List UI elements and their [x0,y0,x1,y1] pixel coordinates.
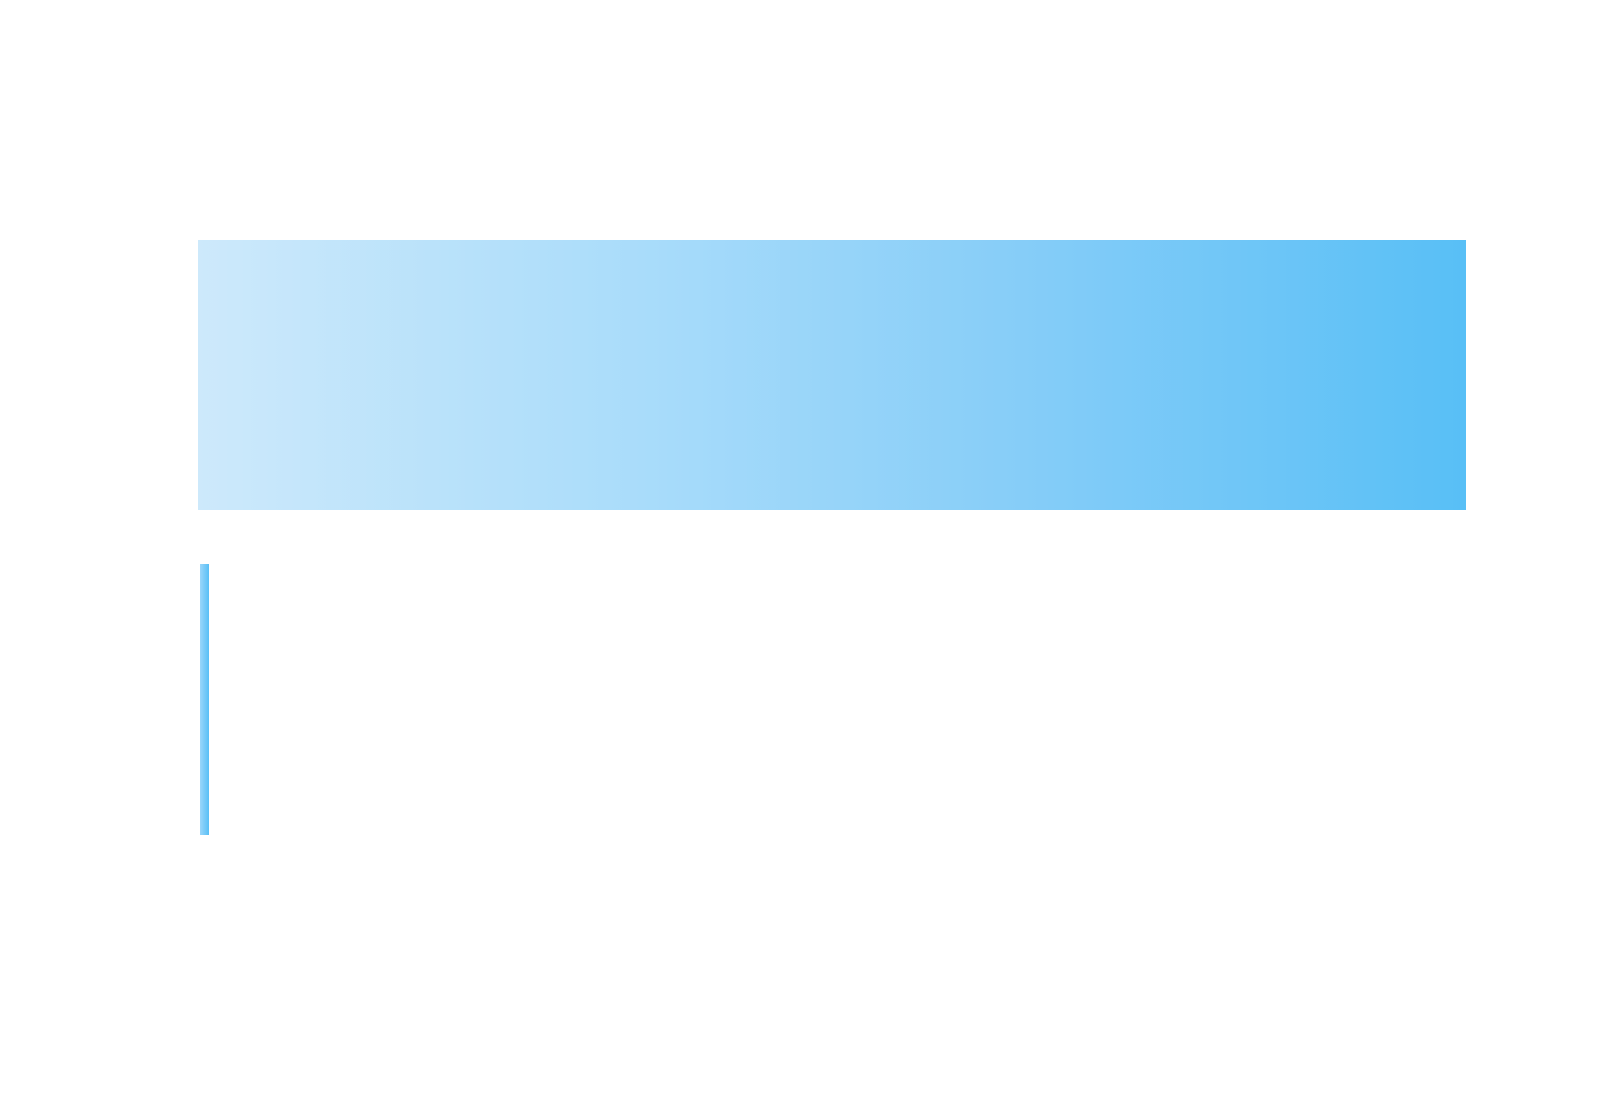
accent-bar [200,564,209,835]
header-banner [198,240,1466,510]
